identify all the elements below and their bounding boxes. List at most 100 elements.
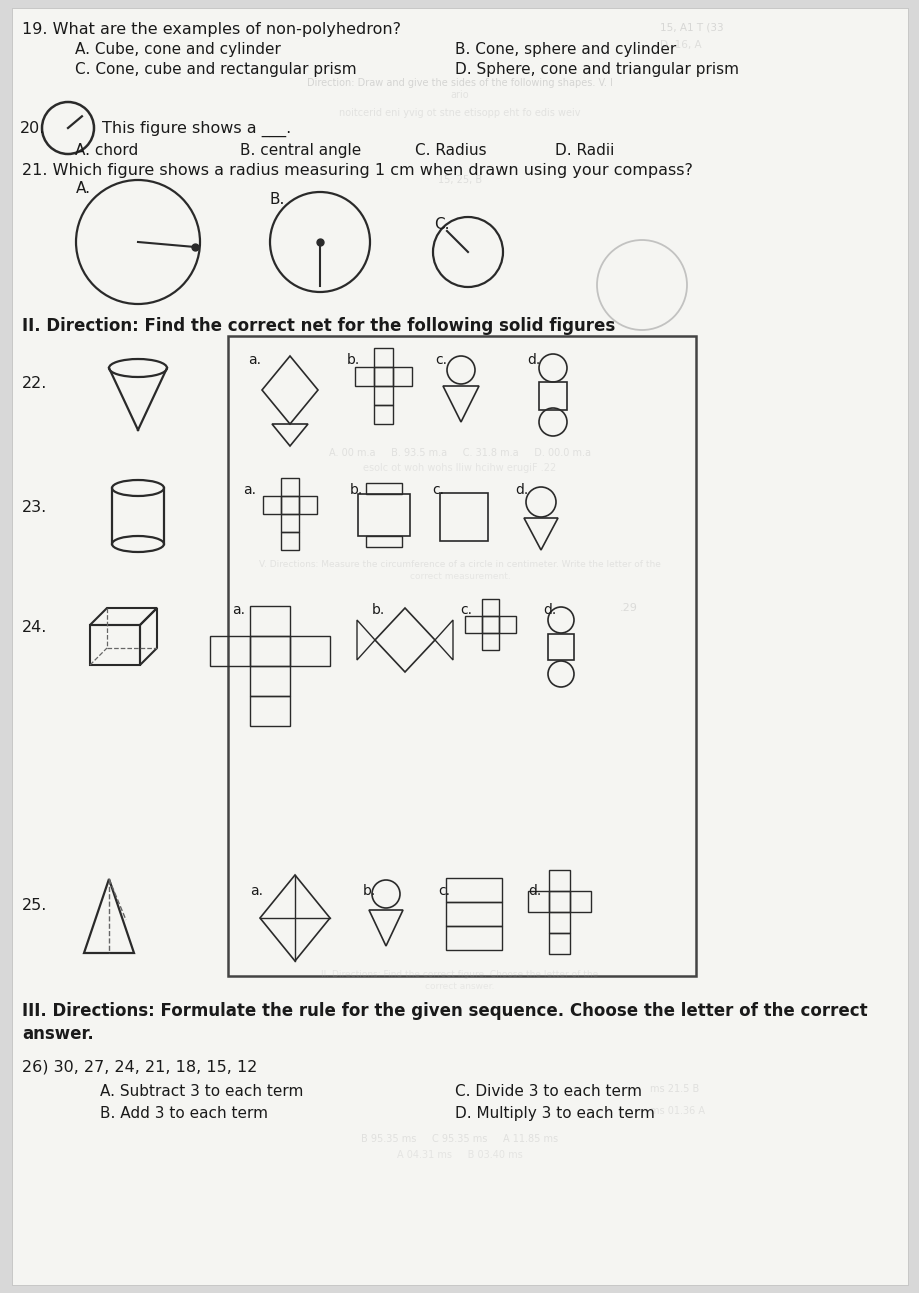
Text: c.: c.	[460, 603, 471, 617]
Text: B.: B.	[269, 191, 285, 207]
Bar	[280, 497, 299, 515]
Text: noitcerid eni yvig ot stne etisopp eht fo edis weiv: noitcerid eni yvig ot stne etisopp eht f…	[339, 109, 580, 118]
Bar	[366, 537, 402, 547]
Text: 23.: 23.	[22, 500, 47, 515]
Bar	[482, 615, 498, 634]
Text: ms 21.5 B: ms 21.5 B	[650, 1084, 698, 1094]
Text: 15, 25, B: 15, 25, B	[437, 175, 482, 185]
Text: 15, A1 T (33: 15, A1 T (33	[659, 22, 723, 32]
Text: D. Radii: D. Radii	[554, 144, 614, 158]
Text: b.: b.	[349, 484, 363, 497]
Text: 19. What are the examples of non-polyhedron?: 19. What are the examples of non-polyhed…	[22, 22, 401, 37]
Bar	[263, 497, 280, 515]
Bar	[280, 531, 299, 550]
Bar	[357, 494, 410, 537]
Text: C.: C.	[434, 217, 449, 231]
Text: b.: b.	[371, 603, 385, 617]
Text: ario: ario	[450, 91, 469, 100]
Text: 22.: 22.	[22, 376, 47, 390]
Bar	[250, 606, 289, 636]
Text: B. Cone, sphere and cylinder: B. Cone, sphere and cylinder	[455, 41, 675, 57]
Text: 24.: 24.	[22, 621, 47, 635]
Text: D. Multiply 3 to each term: D. Multiply 3 to each term	[455, 1106, 654, 1121]
Bar	[549, 912, 570, 934]
Text: a.: a.	[248, 353, 261, 367]
Text: B 95.35 ms     C 95.35 ms     A 11.85 ms: B 95.35 ms C 95.35 ms A 11.85 ms	[361, 1134, 558, 1144]
Text: C. Cone, cube and rectangular prism: C. Cone, cube and rectangular prism	[75, 62, 357, 78]
Bar	[446, 926, 502, 950]
Bar	[549, 870, 570, 891]
Text: C. Radius: C. Radius	[414, 144, 486, 158]
Text: II. Directions: Find the correct figure. Choose the letter of the: II. Directions: Find the correct figure.…	[321, 970, 598, 979]
Bar	[299, 497, 317, 515]
Text: 21. Which figure shows a radius measuring 1 cm when drawn using your compass?: 21. Which figure shows a radius measurin…	[22, 163, 692, 178]
Text: B. central angle: B. central angle	[240, 144, 361, 158]
Text: 20.: 20.	[20, 122, 45, 136]
Bar	[280, 478, 299, 497]
Text: c.: c.	[432, 484, 444, 497]
Bar	[570, 891, 590, 912]
Text: A. Subtract 3 to each term: A. Subtract 3 to each term	[100, 1084, 303, 1099]
Text: a.: a.	[232, 603, 244, 617]
Text: b.: b.	[346, 353, 360, 367]
Text: a.: a.	[243, 484, 255, 497]
Text: correct measurement.: correct measurement.	[409, 572, 510, 581]
Text: A. chord: A. chord	[75, 144, 138, 158]
Text: ms 01.36 A: ms 01.36 A	[650, 1106, 704, 1116]
Text: A. 00 m.a     B. 93.5 m.a     C. 31.8 m.a     D. 00.0 m.a: A. 00 m.a B. 93.5 m.a C. 31.8 m.a D. 00.…	[329, 447, 590, 458]
Text: b.: b.	[363, 884, 376, 899]
Bar	[280, 515, 299, 531]
Text: a.: a.	[250, 884, 263, 899]
Bar	[210, 636, 250, 666]
Bar	[289, 636, 330, 666]
Bar	[250, 636, 289, 666]
Text: d.: d.	[515, 484, 528, 497]
Bar	[539, 381, 566, 410]
Text: d.: d.	[527, 353, 539, 367]
Bar	[250, 666, 289, 696]
Bar	[374, 348, 392, 367]
Bar	[374, 405, 392, 424]
Text: V. Directions: Measure the circumference of a circle in centimeter. Write the le: V. Directions: Measure the circumference…	[259, 560, 660, 569]
Bar	[374, 367, 392, 387]
Text: A. Cube, cone and cylinder: A. Cube, cone and cylinder	[75, 41, 280, 57]
Bar	[439, 493, 487, 540]
Text: D, 16, A: D, 16, A	[659, 40, 701, 50]
Text: III. Directions: Formulate the rule for the given sequence. Choose the letter of: III. Directions: Formulate the rule for …	[22, 1002, 867, 1020]
Text: II. Direction: Find the correct net for the following solid figures: II. Direction: Find the correct net for …	[22, 317, 615, 335]
Bar	[498, 615, 516, 634]
Bar	[446, 878, 502, 903]
Bar	[548, 634, 573, 659]
Bar	[90, 625, 140, 665]
Bar	[228, 336, 696, 976]
Text: correct answer.: correct answer.	[425, 981, 494, 990]
Text: d.: d.	[542, 603, 556, 617]
Text: C. Divide 3 to each term: C. Divide 3 to each term	[455, 1084, 641, 1099]
Text: 25.: 25.	[22, 899, 47, 913]
Text: A.: A.	[76, 181, 91, 197]
Text: A 04.31 ms     B 03.40 ms: A 04.31 ms B 03.40 ms	[397, 1149, 522, 1160]
Bar	[482, 634, 498, 650]
Text: c.: c.	[435, 353, 447, 367]
Text: D. Sphere, cone and triangular prism: D. Sphere, cone and triangular prism	[455, 62, 738, 78]
Text: This figure shows a ___.: This figure shows a ___.	[102, 122, 291, 137]
Text: B. Add 3 to each term: B. Add 3 to each term	[100, 1106, 267, 1121]
Bar	[549, 891, 570, 912]
Text: Direction: Draw and give the sides of the following shapes. V. I: Direction: Draw and give the sides of th…	[307, 78, 612, 88]
Bar	[446, 903, 502, 926]
Bar	[392, 367, 412, 387]
Text: c.: c.	[437, 884, 449, 899]
Text: d.: d.	[528, 884, 540, 899]
Bar	[374, 387, 392, 405]
Text: .29: .29	[619, 603, 637, 613]
Bar	[482, 599, 498, 615]
Bar	[464, 615, 482, 634]
Text: answer.: answer.	[22, 1025, 94, 1043]
Bar	[366, 484, 402, 494]
Bar	[549, 934, 570, 954]
Bar	[528, 891, 549, 912]
Text: esolc ot woh wohs lliw hcihw erugiF .22: esolc ot woh wohs lliw hcihw erugiF .22	[363, 463, 556, 473]
Text: 26) 30, 27, 24, 21, 18, 15, 12: 26) 30, 27, 24, 21, 18, 15, 12	[22, 1060, 257, 1074]
Bar	[250, 696, 289, 725]
Bar	[355, 367, 374, 387]
